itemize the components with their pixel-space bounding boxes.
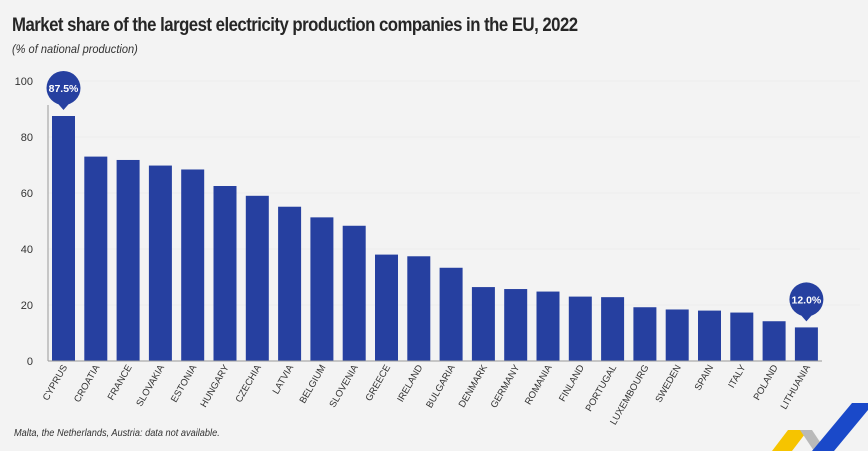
bar-france	[116, 159, 140, 361]
bar-germany	[504, 289, 528, 361]
callout-label: 87.5%	[49, 83, 79, 95]
y-tick-label: 80	[21, 132, 33, 144]
bar-cyprus	[52, 116, 75, 361]
bar-romania	[536, 291, 560, 361]
y-tick-label: 20	[21, 300, 33, 312]
callouts: 87.5% 12.0%	[46, 71, 824, 322]
y-tick-label: 40	[21, 244, 33, 256]
callout-lithuania: 12.0%	[789, 282, 824, 322]
chart-title: Market share of the largest electricity …	[12, 14, 578, 36]
bar-denmark	[471, 287, 495, 361]
bar-greece	[375, 254, 398, 361]
y-tick-label: 100	[15, 76, 33, 88]
bar-latvia	[278, 206, 302, 361]
chart-subtitle: (% of national production)	[12, 42, 138, 56]
bars	[52, 116, 818, 361]
bar-spain	[698, 310, 721, 361]
bar-finland	[568, 296, 592, 361]
bar-estonia	[181, 169, 205, 361]
bar-poland	[762, 321, 786, 361]
bar-luxembourg	[633, 307, 657, 361]
bar-bulgaria	[439, 267, 463, 361]
y-tick-label: 0	[27, 356, 33, 368]
y-axis-ticks: 0 20 40 60 80 100	[15, 76, 33, 368]
y-tick-label: 60	[21, 188, 33, 200]
callout-cyprus: 87.5%	[46, 71, 81, 110]
bar-sweden	[665, 309, 689, 361]
bar-portugal	[601, 297, 625, 361]
footnote: Malta, the Netherlands, Austria: data no…	[14, 428, 220, 439]
bar-slovakia	[148, 165, 172, 361]
callout-label: 12.0%	[792, 294, 822, 306]
bar-croatia	[84, 156, 108, 361]
bar-ireland	[407, 256, 431, 361]
bar-belgium	[310, 217, 334, 361]
bar-slovenia	[342, 225, 366, 361]
bar-hungary	[213, 186, 237, 361]
bar-czechia	[245, 195, 269, 361]
bar-italy	[730, 312, 754, 361]
bar-lithuania	[794, 327, 818, 361]
